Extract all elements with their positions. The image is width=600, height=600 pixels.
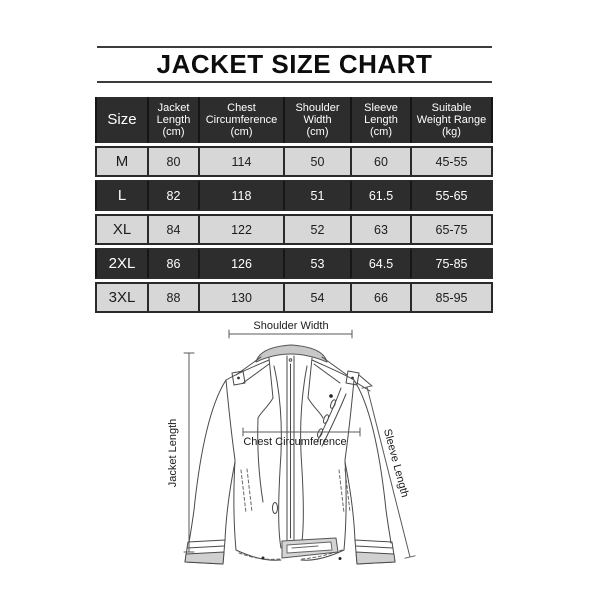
pocket-zippers xyxy=(238,468,351,560)
cell-shoulder-width: 53 xyxy=(283,248,350,279)
table-header-row: Size Jacket Length (cm) Chest Circumfere… xyxy=(95,97,493,143)
sleeve-length-label: Sleeve Length xyxy=(381,428,411,499)
cell-jacket-length: 86 xyxy=(147,248,198,279)
cell-chest-circumference: 126 xyxy=(198,248,283,279)
col-header-sleeve-length: Sleeve Length (cm) xyxy=(350,97,410,143)
chest-circumference-dimension xyxy=(242,427,361,437)
col-header-chest-circumference: Chest Circumference (cm) xyxy=(198,97,283,143)
cell-weight-range: 85-95 xyxy=(410,282,493,313)
col-header-size: Size xyxy=(95,97,147,143)
title-block: JACKET SIZE CHART xyxy=(97,46,492,83)
cell-size: XL xyxy=(95,214,147,245)
table-row-2xl: 2XL 86 126 53 64.5 75-85 xyxy=(95,248,493,279)
cell-shoulder-width: 52 xyxy=(283,214,350,245)
cell-size: M xyxy=(95,146,147,177)
cell-size: 2XL xyxy=(95,248,147,279)
sleeve-length-dimension xyxy=(361,385,416,559)
jacket-sketch xyxy=(184,344,396,565)
cell-sleeve-length: 66 xyxy=(350,282,410,313)
cell-weight-range: 75-85 xyxy=(410,248,493,279)
cell-sleeve-length: 63 xyxy=(350,214,410,245)
cell-weight-range: 65-75 xyxy=(410,214,493,245)
cell-weight-range: 45-55 xyxy=(410,146,493,177)
table-row-m: M 80 114 50 60 45-55 xyxy=(95,146,493,177)
jacket-diagram: Shoulder Width Jacket Length Chest Circu… xyxy=(167,320,416,565)
cell-size: L xyxy=(95,180,147,211)
cell-chest-circumference: 122 xyxy=(198,214,283,245)
cell-jacket-length: 82 xyxy=(147,180,198,211)
shoulder-width-label: Shoulder Width xyxy=(253,320,328,332)
col-header-shoulder-width: Shoulder Width (cm) xyxy=(283,97,350,143)
hood-shape xyxy=(255,344,328,363)
table-row-xl: XL 84 122 52 63 65-75 xyxy=(95,214,493,245)
cell-shoulder-width: 51 xyxy=(283,180,350,211)
cell-shoulder-width: 54 xyxy=(283,282,350,313)
dimension-lines xyxy=(183,329,416,559)
size-table: Size Jacket Length (cm) Chest Circumfere… xyxy=(95,94,493,316)
col-header-jacket-length: Jacket Length (cm) xyxy=(147,97,198,143)
cell-chest-circumference: 118 xyxy=(198,180,283,211)
cell-sleeve-length: 61.5 xyxy=(350,180,410,211)
jacket-length-dimension xyxy=(183,352,195,553)
page-title: JACKET SIZE CHART xyxy=(156,49,433,79)
table-row-3xl: 3XL 88 130 54 66 85-95 xyxy=(95,282,493,313)
cell-weight-range: 55-65 xyxy=(410,180,493,211)
cell-chest-circumference: 114 xyxy=(198,146,283,177)
shoulder-width-dimension xyxy=(228,329,353,339)
cell-sleeve-length: 60 xyxy=(350,146,410,177)
cell-sleeve-length: 64.5 xyxy=(350,248,410,279)
cell-shoulder-width: 50 xyxy=(283,146,350,177)
col-header-weight-range: Suitable Weight Range (kg) xyxy=(410,97,493,143)
table-row-l: L 82 118 51 61.5 55-65 xyxy=(95,180,493,211)
cell-jacket-length: 80 xyxy=(147,146,198,177)
cell-chest-circumference: 130 xyxy=(198,282,283,313)
cell-jacket-length: 84 xyxy=(147,214,198,245)
cell-jacket-length: 88 xyxy=(147,282,198,313)
chest-circumference-label: Chest Circumference xyxy=(243,436,346,448)
jacket-length-label: Jacket Length xyxy=(167,419,179,488)
cell-size: 3XL xyxy=(95,282,147,313)
